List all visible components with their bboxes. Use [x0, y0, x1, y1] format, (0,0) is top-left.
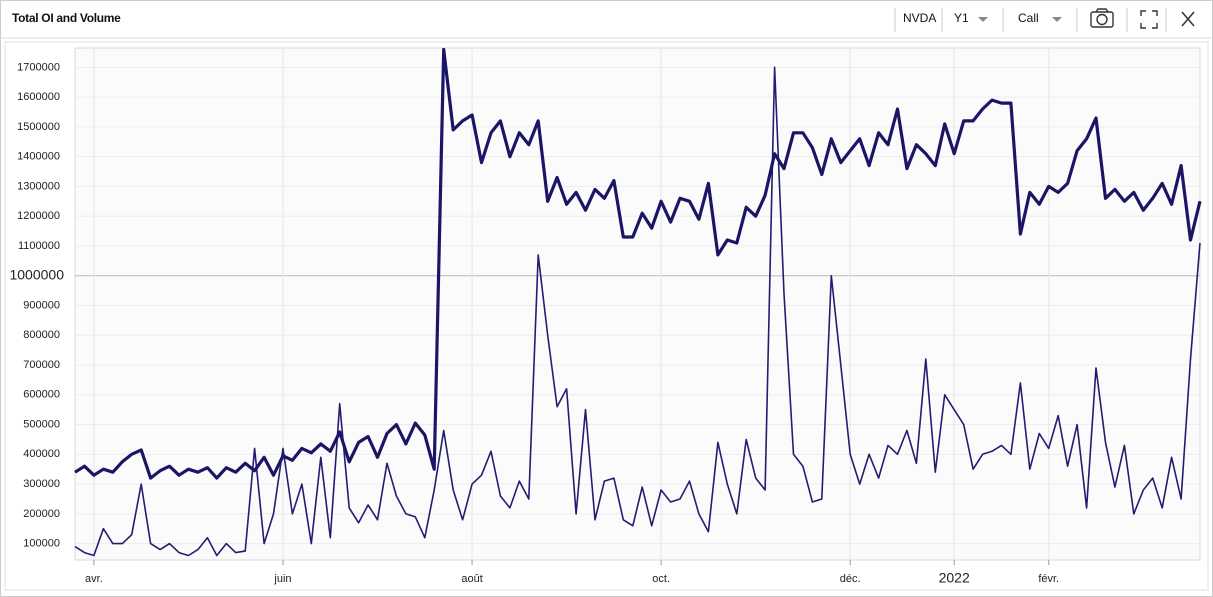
- y-tick-label: 200000: [23, 508, 60, 520]
- option-type-select[interactable]: Call: [1018, 11, 1039, 25]
- x-tick-label: août: [461, 573, 482, 585]
- y-tick-label: 800000: [23, 329, 60, 341]
- y-tick-label: 100000: [23, 538, 60, 550]
- close-icon[interactable]: [1181, 11, 1195, 27]
- y-tick-label: 1400000: [17, 151, 60, 163]
- x-tick-label: avr.: [85, 573, 103, 585]
- x-tick-label: déc.: [840, 573, 861, 585]
- x-tick-label: 2022: [939, 570, 970, 586]
- x-tick-label: oct.: [652, 573, 670, 585]
- dropdown-arrow[interactable]: [978, 17, 988, 22]
- line-series: [74, 66, 1201, 557]
- y-tick-label: 1200000: [17, 210, 60, 222]
- line-series: [74, 47, 1202, 480]
- y-tick-label: 700000: [23, 359, 60, 371]
- dropdown-arrow[interactable]: [1052, 17, 1062, 22]
- y-tick-label: 1100000: [18, 240, 60, 252]
- y-tick-label: 300000: [23, 478, 60, 490]
- y-tick-label: 1600000: [17, 91, 60, 103]
- y-tick-label: 1300000: [17, 180, 60, 192]
- period-select[interactable]: Y1: [954, 11, 969, 25]
- y-tick-label: 1000000: [9, 266, 64, 282]
- fullscreen-icon[interactable]: [1140, 10, 1158, 29]
- x-tick-label: févr.: [1038, 573, 1059, 585]
- x-tick-label: juin: [273, 573, 291, 585]
- camera-icon[interactable]: [1090, 8, 1114, 28]
- y-tick-label: 1700000: [17, 61, 60, 73]
- y-tick-label: 400000: [23, 448, 60, 460]
- symbol-select[interactable]: NVDA: [903, 11, 936, 25]
- chart-title: Total OI and Volume: [12, 11, 121, 25]
- y-tick-label: 600000: [23, 389, 60, 401]
- y-tick-label: 500000: [23, 418, 60, 430]
- y-tick-label: 1500000: [17, 121, 60, 133]
- y-tick-label: 900000: [23, 299, 60, 311]
- plot-area: [74, 47, 1201, 561]
- toolbar: [894, 8, 1167, 32]
